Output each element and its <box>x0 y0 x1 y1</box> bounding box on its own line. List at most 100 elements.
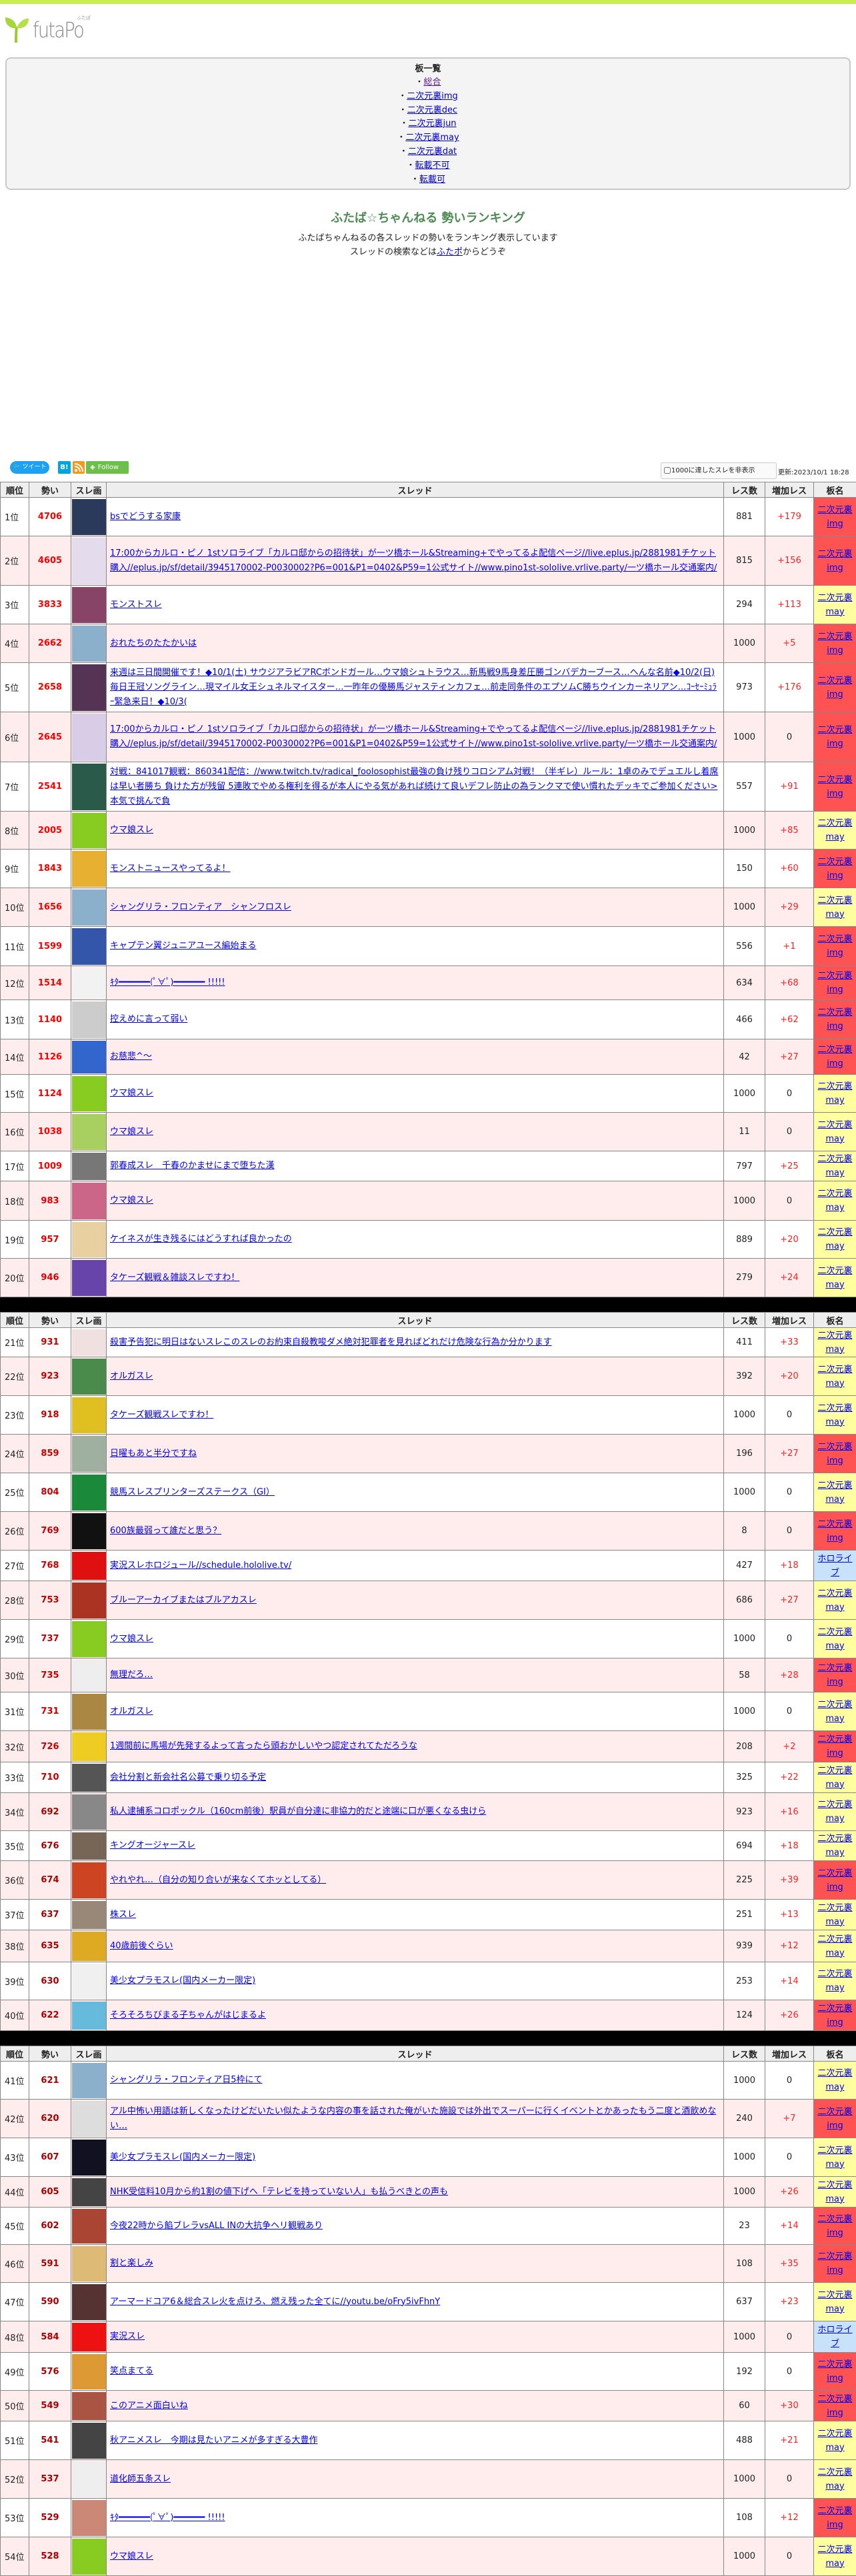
thread-thumbnail[interactable] <box>72 1964 106 1999</box>
col-rank-header[interactable]: 順位 <box>1 482 29 498</box>
board-link[interactable]: 二次元裏img <box>817 1007 852 1031</box>
board-link[interactable]: 二次元裏may <box>817 2146 852 2170</box>
col-res-count-header[interactable]: レス数 <box>724 482 765 498</box>
board-link[interactable]: 二次元裏may <box>817 896 852 920</box>
col-momentum-header[interactable]: 勢い <box>29 2046 71 2062</box>
thread-thumbnail[interactable] <box>72 1764 106 1792</box>
col-momentum-header[interactable]: 勢い <box>29 482 71 498</box>
board-link[interactable]: 二次元裏img <box>817 676 852 700</box>
thread-link[interactable]: 殺害予告犯に明日はないスレこのスレのお約束自殺教唆ダメ絶対犯罪者を見ればどれだけ… <box>110 1337 552 1347</box>
board-link[interactable]: 二次元裏img <box>817 934 852 958</box>
board-link[interactable]: 二次元裏may <box>817 1189 852 1213</box>
thread-link[interactable]: 私人逮捕系コロポックル（160cm前後）駅員が自分達に非協力的だと途端に口が悪く… <box>110 1806 486 1816</box>
hide-1000-toggle[interactable]: 1000に達したスレを非表示 <box>661 462 777 479</box>
thread-thumbnail[interactable] <box>72 1076 106 1111</box>
thread-link[interactable]: ブルーアーカイブまたはブルアカスレ <box>110 1595 257 1605</box>
thread-link[interactable]: このアニメ面白いね <box>110 2401 188 2411</box>
thread-link[interactable]: 会社分割と新会社名公募で乗り切る予定 <box>110 1772 266 1782</box>
board-link[interactable]: 二次元裏img <box>817 505 852 529</box>
thread-link[interactable]: アル中怖い用語は新しくなったけどだいたい似たような内容の事を話された俺がいた施設… <box>110 2106 716 2131</box>
thread-thumbnail[interactable] <box>72 1041 106 1073</box>
board-link-img[interactable]: 二次元裏img <box>407 91 458 101</box>
board-link[interactable]: 二次元裏img <box>817 2359 852 2383</box>
thread-thumbnail[interactable] <box>72 967 106 999</box>
thread-link[interactable]: 600族最弱って誰だと思う？ <box>110 1526 221 1536</box>
col-board-header[interactable]: 板名 <box>814 2046 856 2062</box>
thread-link[interactable]: 割と楽しみ <box>110 2258 153 2268</box>
thread-thumbnail[interactable] <box>72 764 106 810</box>
thread-link[interactable]: ウマ娘スレ <box>110 825 153 835</box>
thread-link[interactable]: キャプテン翼ジュニアユース編始まる <box>110 941 256 951</box>
board-link[interactable]: 二次元裏img <box>817 2214 852 2238</box>
board-link[interactable]: 二次元裏may <box>817 1403 852 1427</box>
thread-link[interactable]: ｷﾀ━━━━━━(ﾟ∀ﾟ)━━━━━━ !!!!! <box>110 2513 225 2523</box>
thread-thumbnail[interactable] <box>72 1359 106 1395</box>
thread-thumbnail[interactable] <box>72 1260 106 1296</box>
col-res-count-header[interactable]: レス数 <box>724 2046 765 2062</box>
board-link[interactable]: 二次元裏may <box>817 1589 852 1612</box>
thread-link[interactable]: 40歳前後ぐらい <box>110 1941 173 1951</box>
thread-thumbnail[interactable] <box>72 1732 106 1761</box>
thread-link[interactable]: タケーズ観戦＆雑談スレですわ！ <box>110 1273 239 1283</box>
board-link[interactable]: 二次元裏may <box>817 1903 852 1927</box>
thread-thumbnail[interactable] <box>72 1436 106 1472</box>
board-link[interactable]: 二次元裏may <box>817 1834 852 1858</box>
col-increase-header[interactable]: 増加レス <box>765 2046 814 2062</box>
rss-button[interactable] <box>73 461 85 474</box>
thread-thumbnail[interactable] <box>72 2461 106 2497</box>
board-link[interactable]: 二次元裏may <box>817 1700 852 1724</box>
thread-link[interactable]: ウマ娘スレ <box>110 1195 153 1205</box>
thread-link[interactable]: ｷﾀ━━━━━━(ﾟ∀ﾟ)━━━━━━ !!!!! <box>110 977 225 987</box>
thread-thumbnail[interactable] <box>72 499 106 535</box>
thread-link[interactable]: 1週間前に馬場が先発するよって言ったら頭おかしいやつ認定されてただろうな <box>110 1741 417 1751</box>
thread-thumbnail[interactable] <box>72 1832 106 1860</box>
board-link[interactable]: 二次元裏img <box>817 1519 852 1543</box>
thread-link[interactable]: お慈悲^～ <box>110 1051 152 1061</box>
thread-link[interactable]: シャングリラ・フロンティア日5枠にて <box>110 2075 263 2085</box>
col-increase-header[interactable]: 増加レス <box>765 1313 814 1328</box>
thread-link[interactable]: タケーズ観戦スレですわ！ <box>110 1410 213 1420</box>
futapo-logo[interactable]: futaPo ふたぽ <box>3 16 97 44</box>
thread-thumbnail[interactable] <box>72 1660 106 1691</box>
thread-link[interactable]: 競馬スレスプリンターズステークス（GI） <box>110 1487 275 1497</box>
board-link[interactable]: 二次元裏may <box>817 1365 852 1389</box>
board-link[interactable]: 二次元裏img <box>817 2004 852 2028</box>
board-link[interactable]: 二次元裏img <box>817 775 852 799</box>
board-link[interactable]: 二次元裏img <box>817 1734 852 1758</box>
board-link[interactable]: 二次元裏img <box>817 1045 852 1069</box>
thread-thumbnail[interactable] <box>72 2178 106 2206</box>
thread-link[interactable]: オルガスレ <box>110 1371 153 1381</box>
thread-thumbnail[interactable] <box>72 1621 106 1657</box>
thread-thumbnail[interactable] <box>72 2101 106 2137</box>
thread-link[interactable]: シャングリラ・フロンティア シャンフロスレ <box>110 902 291 912</box>
thread-thumbnail[interactable] <box>72 1329 106 1356</box>
hide-1000-checkbox[interactable] <box>664 467 671 474</box>
col-thumb-header[interactable]: スレ画 <box>71 1313 107 1328</box>
col-thread-header[interactable]: スレッド <box>107 1313 724 1328</box>
thread-thumbnail[interactable] <box>72 2140 106 2176</box>
col-thumb-header[interactable]: スレ画 <box>71 482 107 498</box>
thread-thumbnail[interactable] <box>72 1583 106 1618</box>
thread-thumbnail[interactable] <box>72 2500 106 2536</box>
board-link-dec[interactable]: 二次元裏dec <box>407 105 457 115</box>
thread-link[interactable]: 今夜22時から餡ブレラvsALL INの大抗争ヘリ観戦あり <box>110 2221 323 2231</box>
thread-thumbnail[interactable] <box>72 1222 106 1257</box>
board-link[interactable]: 二次元裏may <box>817 1331 852 1355</box>
thread-link[interactable]: モンストニュースやってるよ！ <box>110 864 230 874</box>
thread-link[interactable]: 美少女プラモスレ(国内メーカー限定) <box>110 1976 255 1986</box>
board-link[interactable]: 二次元裏img <box>817 2252 852 2275</box>
hatena-bookmark-button[interactable]: B! <box>58 461 71 474</box>
thread-thumbnail[interactable] <box>72 587 106 623</box>
board-link[interactable]: 二次元裏may <box>817 1969 852 1993</box>
thread-link[interactable]: やれやれ…（自分の知り合いが来なくてホッとしてる） <box>110 1875 326 1885</box>
col-increase-header[interactable]: 増加レス <box>765 482 814 498</box>
board-link-may[interactable]: 二次元裏may <box>405 133 459 143</box>
thread-link[interactable]: 秋アニメスレ 今期は見たいアニメが多すぎる大豊作 <box>110 2435 317 2445</box>
board-link[interactable]: 二次元裏img <box>817 2506 852 2530</box>
thread-thumbnail[interactable] <box>72 1153 106 1180</box>
thread-thumbnail[interactable] <box>72 1552 106 1580</box>
thread-link[interactable]: ウマ娘スレ <box>110 1634 153 1644</box>
thread-link[interactable]: 実況スレホロジュール//schedule.hololive.tv/ <box>110 1561 291 1571</box>
col-board-header[interactable]: 板名 <box>814 1313 856 1328</box>
thread-link[interactable]: ウマ娘スレ <box>110 1127 153 1137</box>
